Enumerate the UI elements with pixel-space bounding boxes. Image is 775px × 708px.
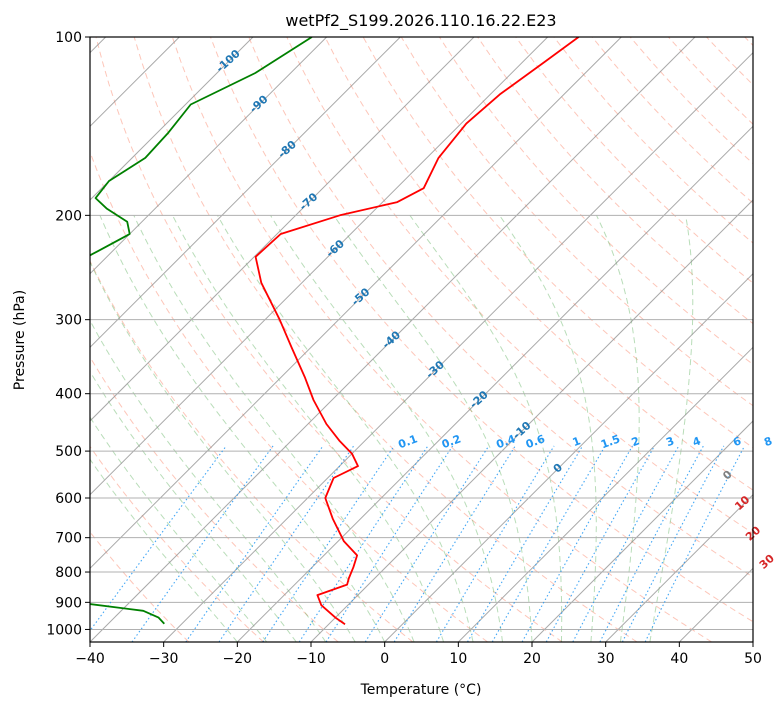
moist-adiabat-line	[649, 215, 694, 642]
moist-adiabat-line	[596, 215, 640, 642]
profile-lines	[90, 37, 580, 625]
isotherm-line	[90, 37, 696, 642]
dry-adiabat-line	[324, 37, 753, 491]
background-reference-lines	[90, 37, 753, 642]
moist-adiabat-line	[90, 319, 327, 642]
x-tick-label: −30	[149, 651, 179, 667]
x-tick-label: −10	[296, 651, 326, 667]
mixing-ratio-line	[325, 445, 454, 642]
moist-adiabat-line	[133, 215, 415, 642]
plot-frame	[89, 36, 754, 643]
mixing-ratio-line	[262, 445, 395, 642]
mixing-ratio-line	[521, 445, 633, 642]
mixing-ratio-line	[644, 445, 746, 642]
dry-adiabat-line	[248, 37, 753, 578]
y-tick-label: 500	[55, 444, 82, 460]
mixing-ratio-label: 1	[571, 434, 583, 449]
isotherm-line	[384, 272, 753, 642]
mixing-ratio-label: 0.4	[494, 432, 517, 451]
mixing-ratio-line	[467, 445, 584, 642]
isotherm-line	[236, 125, 753, 642]
mixing-ratio-label: 6	[731, 434, 743, 449]
y-tick-label: 100	[55, 30, 82, 46]
x-axis-title: Temperature (°C)	[360, 682, 482, 698]
chart-title: wetPf2_S199.2026.110.16.22.E23	[285, 11, 556, 31]
x-tick-label: 20	[523, 651, 541, 667]
dry-adiabat-line	[210, 37, 753, 623]
isotherm-line	[90, 37, 401, 349]
moist-adiabat-line	[172, 215, 445, 642]
y-tick-label: 400	[55, 387, 82, 403]
x-tick-label: 10	[449, 651, 467, 667]
moist-adiabat-line	[99, 215, 386, 642]
mixing-ratio-line	[364, 445, 490, 642]
theta-label: 40	[771, 580, 775, 600]
y-tick-label: 600	[55, 491, 82, 507]
mixing-ratio-line	[435, 445, 555, 642]
moist-adiabat-line	[90, 416, 268, 642]
plot-area	[90, 37, 753, 642]
isotherm-line	[310, 199, 753, 642]
mixing-ratio-line	[621, 445, 725, 642]
mixing-ratio-label: 1.5	[599, 432, 622, 451]
temperature-profile-line	[254, 37, 580, 625]
isotherm-line	[90, 37, 622, 570]
dry-adiabat-line	[95, 37, 563, 642]
mixing-ratio-line	[185, 445, 324, 642]
mixing-ratio-label: 8	[762, 434, 774, 449]
isotherm-line	[90, 37, 549, 496]
y-axis-title: Pressure (hPa)	[12, 290, 28, 390]
dry-adiabat-line	[90, 259, 414, 642]
mixing-ratio-line	[298, 445, 429, 642]
y-axis-ticks: 100 200 300 400 500 600 700 800 900 1000	[46, 30, 90, 638]
y-tick-label: 800	[55, 565, 82, 581]
x-tick-label: −40	[75, 651, 105, 667]
x-tick-label: −20	[223, 651, 253, 667]
moist-adiabat-line	[409, 215, 563, 642]
mixing-ratio-line	[393, 445, 516, 642]
x-tick-label: 30	[597, 651, 615, 667]
isotherm-line	[90, 37, 328, 275]
x-tick-label: 40	[670, 651, 688, 667]
moist-adiabat-line	[217, 215, 474, 642]
x-axis-ticks: −40 −30 −20 −10 0 10 20 30 40 50	[75, 642, 762, 667]
y-tick-label: 1000	[46, 622, 82, 638]
dewpoint-profile-line	[90, 37, 313, 625]
isotherm-line	[457, 346, 753, 642]
dry-adiabat-line	[286, 37, 753, 534]
isotherm-line	[90, 37, 254, 201]
y-tick-label: 200	[55, 208, 82, 224]
x-tick-label: 0	[380, 651, 389, 667]
moist-adiabat-line	[90, 458, 238, 642]
dry-adiabat-line	[90, 445, 264, 642]
isotherm-line	[163, 51, 753, 642]
dry-adiabat-line	[171, 37, 712, 642]
mixing-ratio-label: 0.1	[396, 432, 419, 451]
dry-adiabat-line	[90, 356, 339, 642]
mixing-ratio-label: 0.2	[440, 432, 463, 451]
x-tick-label: 50	[744, 651, 762, 667]
mixing-ratio-line	[545, 445, 656, 642]
moist-adiabat-line	[270, 215, 503, 642]
mixing-ratio-line	[218, 445, 355, 642]
mixing-ratio-label: 0.6	[524, 432, 547, 451]
isotherm-line	[90, 37, 475, 422]
moist-adiabat-line	[90, 260, 356, 642]
mixing-ratio-line	[131, 445, 274, 642]
isotherm-line	[605, 493, 753, 642]
y-tick-label: 300	[55, 313, 82, 329]
moist-adiabat-line	[90, 370, 297, 642]
isotherm-line	[531, 420, 753, 642]
y-tick-label: 700	[55, 531, 82, 547]
dry-adiabat-line	[133, 37, 638, 642]
mixing-ratio-label: 4	[691, 434, 703, 449]
moist-adiabat-line	[333, 215, 533, 642]
dry-adiabat-line	[515, 37, 753, 284]
mixing-ratio-label: 2	[630, 434, 642, 449]
mixing-ratio-label: 3	[664, 434, 676, 449]
y-tick-label: 900	[55, 595, 82, 611]
